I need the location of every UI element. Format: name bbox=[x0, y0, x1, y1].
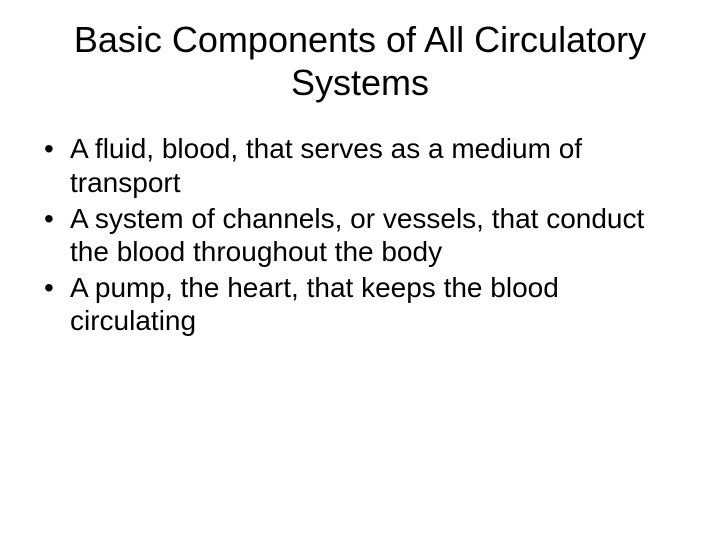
list-item: A fluid, blood, that serves as a medium … bbox=[42, 132, 682, 199]
bullet-list: A fluid, blood, that serves as a medium … bbox=[42, 132, 682, 338]
list-item: A pump, the heart, that keeps the blood … bbox=[42, 271, 682, 338]
slide-title: Basic Components of All Circulatory Syst… bbox=[38, 18, 682, 104]
list-item: A system of channels, or vessels, that c… bbox=[42, 202, 682, 269]
slide: Basic Components of All Circulatory Syst… bbox=[0, 0, 720, 540]
